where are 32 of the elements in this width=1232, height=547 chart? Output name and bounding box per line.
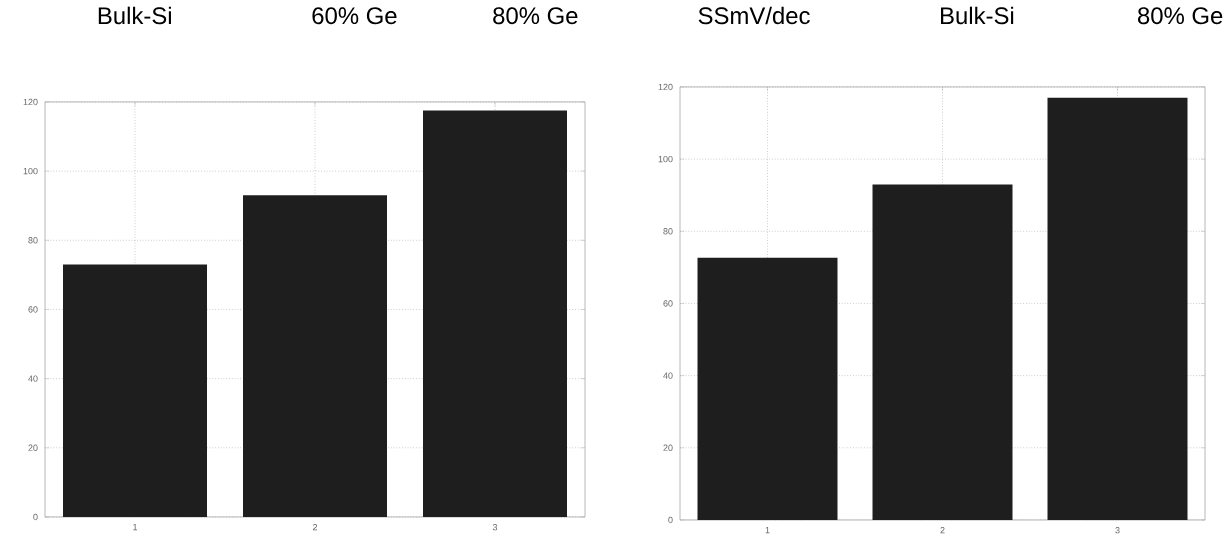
text: SSmV/dec xyxy=(698,6,810,25)
bar xyxy=(63,264,208,517)
y-tick-label: 120 xyxy=(23,98,38,106)
y-tick-label: 40 xyxy=(28,375,38,382)
bar xyxy=(423,110,567,517)
text: 60% Ge xyxy=(312,7,397,25)
text: 80% Ge xyxy=(493,7,578,25)
y-tick-label: 60 xyxy=(663,300,673,307)
text: 80% Ge xyxy=(1138,7,1223,25)
y-tick-label: 60 xyxy=(28,306,38,313)
x-tick-label: 2 xyxy=(312,524,318,531)
y-tick-label: 80 xyxy=(663,228,673,235)
y-tick-label: 100 xyxy=(658,155,673,163)
y-tick-label: 20 xyxy=(28,444,38,451)
y-tick-label: 120 xyxy=(658,83,673,91)
y-tick-label: 80 xyxy=(28,237,38,244)
bar xyxy=(872,184,1013,520)
text: Bulk-Si xyxy=(98,6,171,25)
bar xyxy=(697,257,838,520)
x-tick-label: 3 xyxy=(492,524,498,531)
y-tick-label: 0 xyxy=(33,513,38,521)
y-tick-label: 0 xyxy=(668,516,673,524)
bar xyxy=(1047,97,1188,520)
x-tick-label: 1 xyxy=(765,527,770,534)
x-tick-label: 1 xyxy=(133,524,138,531)
y-tick-label: 20 xyxy=(663,444,673,451)
x-tick-label: 3 xyxy=(1115,527,1120,534)
bar xyxy=(243,195,387,517)
x-tick-label: 2 xyxy=(940,527,945,534)
y-tick-label: 100 xyxy=(23,167,38,175)
text: Bulk-Si xyxy=(941,6,1014,25)
y-tick-label: 40 xyxy=(663,372,673,379)
